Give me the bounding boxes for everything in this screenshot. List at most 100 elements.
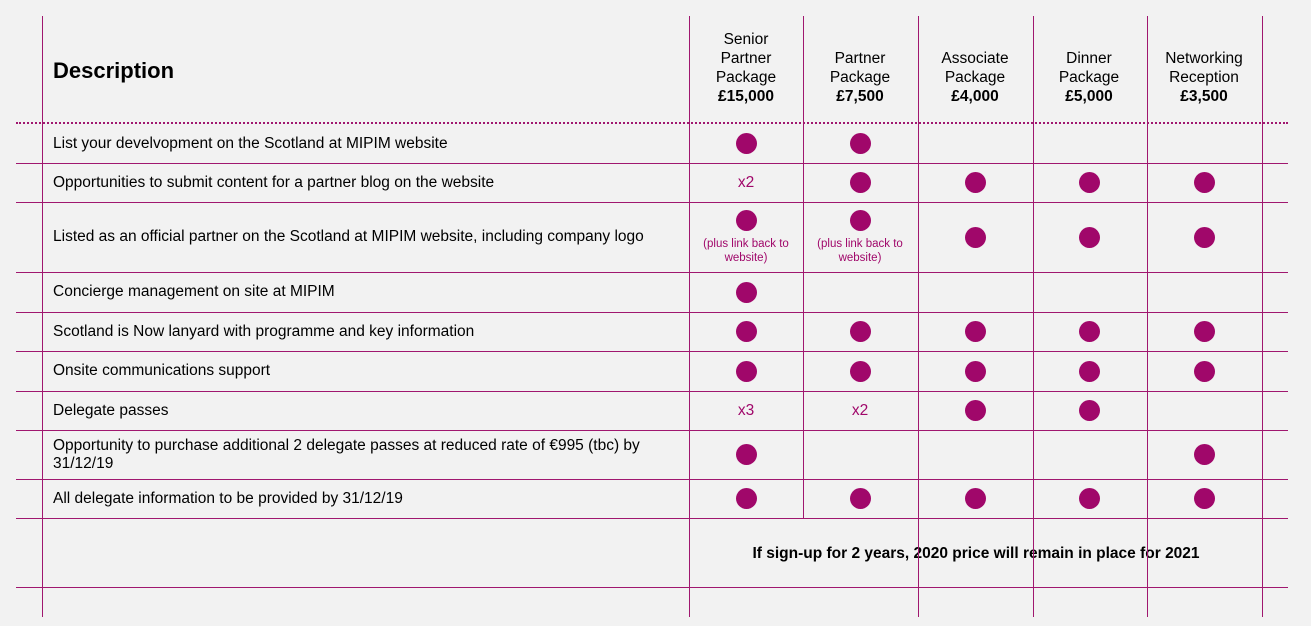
table-cell [1033, 391, 1145, 430]
included-dot-icon [735, 209, 757, 231]
included-dot-icon [735, 281, 757, 303]
package-name: Senior Partner Package [715, 31, 777, 86]
row-divider [16, 518, 1288, 519]
package-price: £3,500 [1180, 88, 1228, 105]
included-dot-icon [1193, 226, 1215, 248]
included-dot-icon [1193, 360, 1215, 382]
table-cell [1033, 351, 1145, 391]
included-dot-icon [964, 172, 986, 193]
table-cell [1033, 163, 1145, 202]
table-cell: (plus link back to website) [804, 202, 916, 272]
package-price: £4,000 [951, 88, 999, 105]
quantity-value: x3 [737, 401, 755, 419]
row-description: All delegate information to be provided … [53, 489, 403, 507]
column-divider [1033, 16, 1034, 617]
row-divider [16, 351, 1288, 352]
included-dot-icon [735, 321, 757, 342]
included-dot-icon [964, 226, 986, 248]
included-dot-icon [735, 488, 757, 509]
package-name: Dinner Package [1058, 50, 1120, 86]
row-description: List your develvopment on the Scotland a… [53, 134, 448, 152]
table-cell [1033, 479, 1145, 518]
row-description: Opportunities to submit content for a pa… [53, 173, 495, 191]
included-dot-icon [849, 360, 871, 382]
table-cell: x2 [804, 391, 916, 430]
row-description: Scotland is Now lanyard with programme a… [53, 322, 475, 340]
table-cell [1148, 351, 1260, 391]
package-name: Networking Reception [1165, 50, 1243, 86]
table-cell [919, 163, 1031, 202]
table-cell [804, 312, 916, 351]
included-dot-icon [964, 400, 986, 421]
row-divider [16, 312, 1288, 313]
row-description: Onsite communications support [53, 362, 271, 379]
table-cell [1148, 430, 1260, 479]
column-divider [918, 16, 919, 617]
included-dot-icon [1078, 226, 1100, 248]
table-cell [919, 391, 1031, 430]
included-dot-icon [964, 488, 986, 509]
row-divider [16, 163, 1288, 164]
table-cell [1148, 163, 1260, 202]
table-cell [690, 430, 802, 479]
package-name: Partner Package [829, 50, 891, 86]
table-cell [690, 124, 802, 163]
package-header: Senior Partner Package £15,000 [690, 31, 802, 118]
included-dot-icon [964, 360, 986, 382]
package-price: £7,500 [836, 88, 884, 105]
table-cell: x2 [690, 163, 802, 202]
included-dot-icon [1193, 488, 1215, 509]
table-cell [919, 351, 1031, 391]
table-cell [1033, 312, 1145, 351]
table-cell [690, 312, 802, 351]
package-header: Partner Package £7,500 [804, 32, 916, 118]
table-cell [1033, 202, 1145, 272]
included-dot-icon [1078, 488, 1100, 509]
row-divider [16, 202, 1288, 203]
row-description: Listed as an official partner on the Sco… [53, 228, 644, 245]
included-dot-icon [849, 321, 871, 342]
included-dot-icon [1078, 360, 1100, 382]
table-cell: (plus link back to website) [690, 202, 802, 272]
table-cell: x3 [690, 391, 802, 430]
column-divider [42, 16, 43, 617]
column-divider [689, 16, 690, 617]
table-cell [804, 124, 916, 163]
header-divider [16, 122, 1288, 124]
package-price: £15,000 [717, 88, 775, 105]
column-divider [1262, 16, 1263, 617]
included-dot-icon [735, 133, 757, 154]
table-cell [804, 163, 916, 202]
cell-note: (plus link back to website) [817, 237, 903, 264]
row-divider [16, 391, 1288, 392]
included-dot-icon [1193, 321, 1215, 342]
included-dot-icon [849, 133, 871, 154]
package-price: £5,000 [1065, 88, 1113, 105]
included-dot-icon [1078, 172, 1100, 193]
table-cell [919, 312, 1031, 351]
column-divider [1147, 16, 1148, 617]
description-heading: Description [53, 58, 175, 83]
included-dot-icon [735, 444, 757, 465]
included-dot-icon [964, 321, 986, 342]
table-cell [804, 479, 916, 518]
row-divider [16, 272, 1288, 273]
table-cell [804, 351, 916, 391]
table-cell [690, 351, 802, 391]
quantity-value: x2 [851, 401, 869, 419]
table-cell [919, 479, 1031, 518]
column-divider [803, 16, 804, 518]
row-divider [16, 430, 1288, 431]
included-dot-icon [849, 172, 871, 193]
package-header: Networking Reception £3,500 [1148, 32, 1260, 118]
table-cell [1148, 479, 1260, 518]
quantity-value: x2 [737, 173, 755, 191]
table-cell [919, 202, 1031, 272]
included-dot-icon [735, 360, 757, 382]
row-description: Opportunity to purchase additional 2 del… [53, 436, 640, 472]
included-dot-icon [849, 488, 871, 509]
row-divider [16, 587, 1288, 588]
table-cell [1148, 202, 1260, 272]
included-dot-icon [849, 209, 871, 231]
